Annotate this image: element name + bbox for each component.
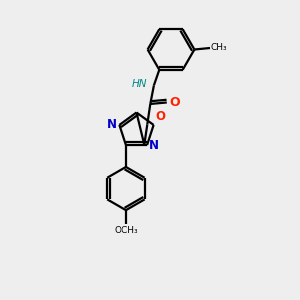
Text: O: O — [169, 96, 179, 109]
Text: N: N — [149, 139, 159, 152]
Text: O: O — [155, 110, 165, 123]
Text: CH₃: CH₃ — [211, 44, 227, 52]
Text: HN: HN — [132, 79, 147, 89]
Text: N: N — [107, 118, 117, 131]
Text: OCH₃: OCH₃ — [114, 226, 138, 235]
